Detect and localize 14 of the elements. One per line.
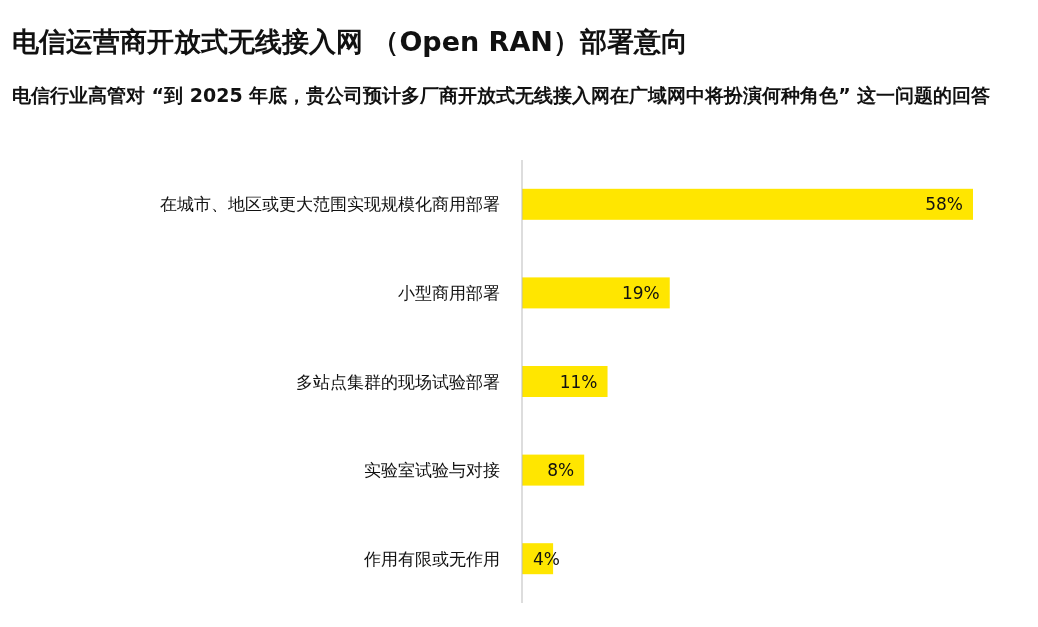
y-tick-label: 作用有限或无作用 <box>363 548 500 569</box>
data-label: 58% <box>925 194 963 215</box>
chart-title: 电信运营商开放式无线接入网 （Open RAN）部署意向 <box>12 25 688 59</box>
bar <box>522 366 608 397</box>
y-tick-label: 实验室试验与对接 <box>364 460 500 481</box>
data-label: 19% <box>621 282 660 303</box>
data-label: 11% <box>559 371 598 392</box>
chart-subtitle: 电信行业高管对 “到 2025 年底，贵公司预计多厂商开放式无线接入网在广域网中将扮演何种角色” 这一问题的回答 <box>12 83 992 108</box>
bar <box>522 188 973 220</box>
data-label: 8% <box>547 460 575 481</box>
y-tick-label: 小型商用部署 <box>398 282 500 303</box>
y-tick-label: 多站点集群的现场试验部署 <box>296 371 500 392</box>
bar <box>522 277 670 309</box>
y-tick-label: 在城市、地区或更大范围实现规模化商用部署 <box>160 194 500 215</box>
